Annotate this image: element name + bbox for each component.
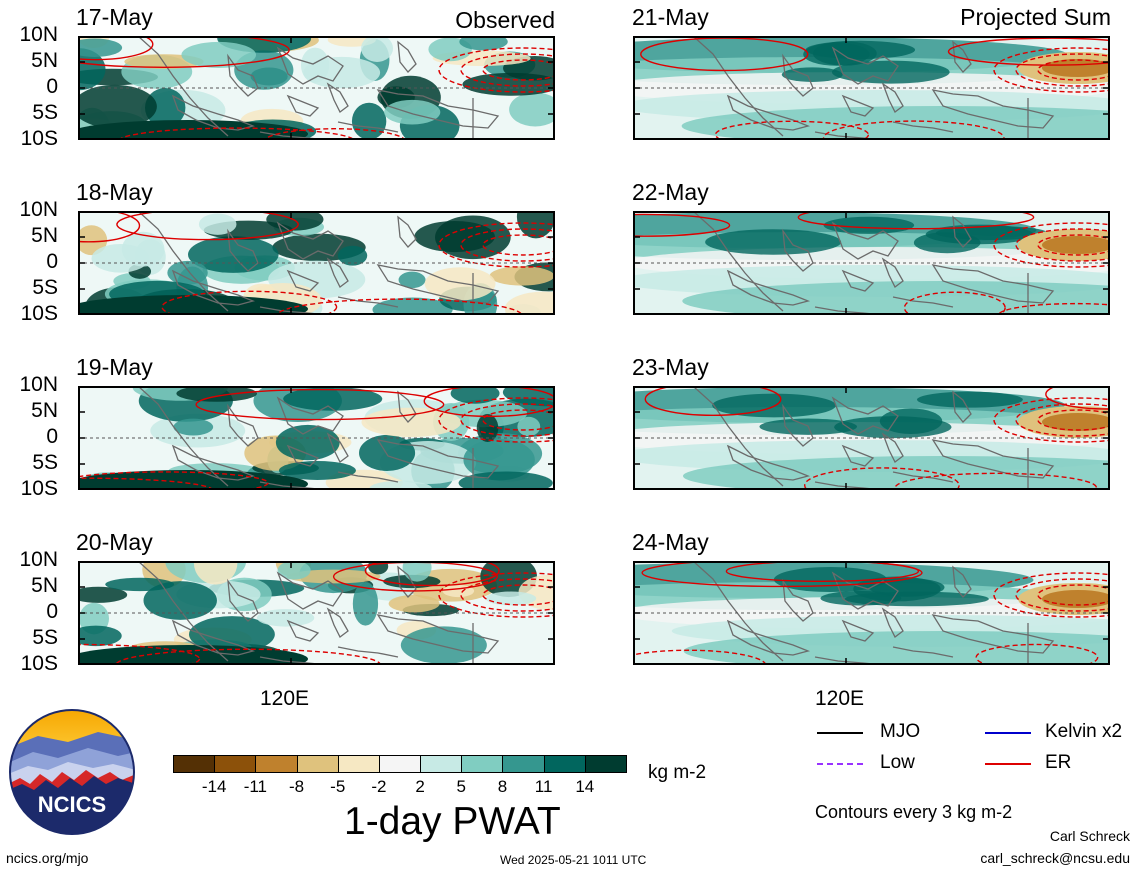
colorbar-swatch bbox=[584, 755, 627, 773]
ncics-logo: NCICS bbox=[9, 709, 135, 835]
footer-email[interactable]: carl_schreck@ncsu.edu bbox=[980, 850, 1130, 866]
lat-label: 5S bbox=[32, 626, 58, 649]
projected-map-panel bbox=[633, 386, 1110, 490]
lat-label: 10S bbox=[20, 652, 58, 675]
colorbar-tick-label: 5 bbox=[456, 777, 466, 796]
lat-label: 10S bbox=[20, 477, 58, 500]
footer-author: Carl Schreck bbox=[1049, 828, 1130, 844]
contour-note: Contours every 3 kg m-2 bbox=[815, 802, 1013, 822]
lat-label: 10S bbox=[20, 302, 58, 325]
legend-label-mjo: MJO bbox=[880, 721, 921, 742]
legend-line-mjo bbox=[817, 732, 863, 734]
legend-line-kelvin bbox=[985, 732, 1031, 734]
colorbar-tick-label: 2 bbox=[415, 777, 425, 796]
lat-label: 5N bbox=[31, 224, 58, 247]
colorbar-swatch bbox=[255, 755, 298, 773]
observed-header: Observed bbox=[455, 7, 555, 33]
panel-date: 23-May bbox=[632, 354, 709, 380]
observed-map-panel bbox=[78, 36, 555, 140]
colorbar-swatch bbox=[214, 755, 257, 773]
colorbar-swatch bbox=[296, 755, 339, 773]
panel-date: 19-May bbox=[76, 354, 153, 380]
colorbar-tick-label: -2 bbox=[371, 777, 387, 796]
legend-line-low bbox=[817, 763, 863, 765]
colorbar bbox=[173, 755, 627, 773]
lon-label-left: 120E bbox=[260, 687, 310, 710]
footer-timestamp: Wed 2025-05-21 1011 UTC bbox=[500, 853, 647, 867]
lat-label: 5N bbox=[31, 49, 58, 72]
observed-map-panel bbox=[78, 386, 555, 490]
panel-date: 17-May bbox=[76, 4, 153, 30]
lat-label: 0 bbox=[46, 250, 58, 273]
lat-label: 10S bbox=[20, 127, 58, 150]
colorbar-swatch bbox=[461, 755, 504, 773]
colorbar-tick-label: -11 bbox=[243, 777, 268, 796]
panel-date: 21-May bbox=[632, 4, 709, 30]
projected-map-panel bbox=[633, 211, 1110, 315]
legend-label-kelvin: Kelvin x2 bbox=[1045, 721, 1123, 742]
panel-date: 24-May bbox=[632, 529, 709, 555]
colorbar-tick-label: -14 bbox=[201, 777, 227, 796]
lat-label: 10N bbox=[19, 23, 58, 46]
observed-map-panel bbox=[78, 561, 555, 665]
colorbar-swatch bbox=[502, 755, 545, 773]
colorbar-swatch bbox=[378, 755, 422, 773]
projected-header: Projected Sum bbox=[960, 4, 1111, 30]
lon-label-right: 120E bbox=[815, 687, 865, 710]
legend-label-low: Low bbox=[880, 752, 915, 773]
colorbar-tick-label: 8 bbox=[497, 777, 508, 796]
colorbar-swatch bbox=[337, 755, 380, 773]
legend-label-er: ER bbox=[1045, 752, 1072, 773]
lat-label: 0 bbox=[46, 600, 58, 623]
colorbar-swatch bbox=[173, 755, 216, 773]
colorbar-tick-label: -8 bbox=[288, 777, 305, 796]
legend-line-er bbox=[985, 763, 1031, 765]
colorbar-swatch bbox=[543, 755, 586, 773]
colorbar-tick-label: 11 bbox=[534, 777, 553, 796]
observed-map-panel bbox=[78, 211, 555, 315]
panel-date: 20-May bbox=[76, 529, 153, 555]
logo-text: NCICS bbox=[38, 792, 106, 817]
lat-label: 0 bbox=[46, 425, 58, 448]
panel-date: 22-May bbox=[632, 179, 709, 205]
lat-label: 5S bbox=[32, 451, 58, 474]
lat-label: 5S bbox=[32, 276, 58, 299]
lat-label: 10N bbox=[19, 198, 58, 221]
lat-label: 10N bbox=[19, 373, 58, 396]
lat-label: 5S bbox=[32, 101, 58, 124]
lat-label: 0 bbox=[46, 75, 58, 98]
lat-label: 5N bbox=[31, 574, 58, 597]
colorbar-tick-label: 14 bbox=[575, 777, 595, 796]
colorbar-units: kg m-2 bbox=[648, 762, 707, 783]
lat-label: 5N bbox=[31, 399, 58, 422]
footer-url[interactable]: ncics.org/mjo bbox=[6, 850, 89, 866]
colorbar-title: 1-day PWAT bbox=[344, 800, 561, 843]
colorbar-swatch bbox=[420, 755, 463, 773]
projected-map-panel bbox=[633, 561, 1110, 665]
lat-label: 10N bbox=[19, 548, 58, 571]
projected-map-panel bbox=[633, 36, 1110, 140]
colorbar-tick-label: -5 bbox=[330, 777, 346, 796]
panel-date: 18-May bbox=[76, 179, 153, 205]
